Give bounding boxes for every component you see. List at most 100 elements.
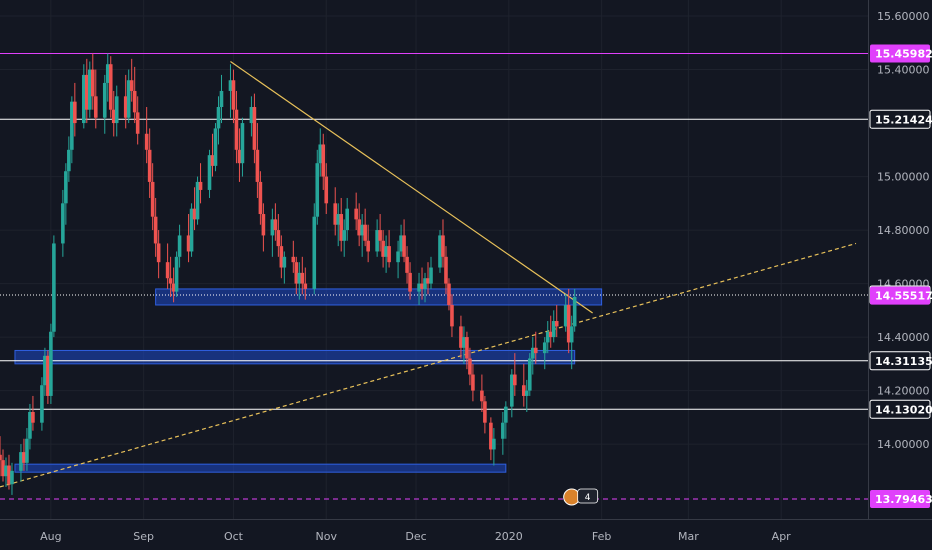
x-tick-label: Nov xyxy=(316,530,338,543)
candle-body xyxy=(345,208,349,231)
candle-body xyxy=(49,331,53,396)
candle-body xyxy=(441,235,445,257)
candle-body xyxy=(294,262,299,284)
y-tick-label: 15.00000 xyxy=(877,171,930,184)
candle-body xyxy=(408,272,412,292)
time-axis[interactable]: Aug Sep Oct Nov Dec 2020 Feb Mar Apr xyxy=(40,530,791,543)
x-tick-label: Aug xyxy=(40,530,61,543)
candle-body xyxy=(31,411,35,423)
candle-body xyxy=(417,283,421,292)
candle-body xyxy=(420,283,424,289)
candle-body xyxy=(25,438,29,463)
candle-body xyxy=(105,64,110,83)
candle-body xyxy=(177,235,182,257)
candle-body xyxy=(210,155,215,166)
candle-body xyxy=(300,272,305,284)
candle-body xyxy=(545,331,550,343)
candle-body xyxy=(43,355,47,386)
candle-body xyxy=(492,438,496,450)
candle-body xyxy=(114,96,119,124)
candle-body xyxy=(501,422,505,439)
candle-body xyxy=(52,243,56,332)
level-badge xyxy=(869,351,931,371)
level-label: 14.55517 xyxy=(875,290,932,303)
candle-body xyxy=(459,326,463,348)
candle-body xyxy=(530,347,535,359)
candle-body xyxy=(273,219,278,231)
candle-body xyxy=(450,304,454,327)
candle-body xyxy=(551,321,556,338)
candle-body xyxy=(384,246,388,257)
candle-body xyxy=(270,219,275,236)
candle-body xyxy=(381,240,385,257)
x-tick-label: Oct xyxy=(224,530,244,543)
candle-body xyxy=(252,107,257,150)
candle-body xyxy=(321,144,326,177)
candle-body xyxy=(429,267,433,284)
y-tick-label: 14.80000 xyxy=(877,224,930,237)
trendline xyxy=(0,242,857,488)
candle-body xyxy=(336,214,341,225)
candle-body xyxy=(510,374,514,407)
y-tick-label: 14.20000 xyxy=(877,385,930,398)
candle-body xyxy=(231,80,236,110)
candle-body xyxy=(396,251,400,263)
level-label: 14.13020 xyxy=(875,403,932,416)
level-label: 15.21424 xyxy=(875,113,932,126)
candle-body xyxy=(542,342,547,354)
candle-body xyxy=(569,326,574,343)
candle-body xyxy=(186,235,191,252)
x-tick-label: Sep xyxy=(133,530,154,543)
level-label: 14.31135 xyxy=(875,355,932,368)
candle-body xyxy=(324,176,329,204)
candle-body xyxy=(357,219,361,236)
candle-body xyxy=(402,235,406,257)
level-badge xyxy=(870,286,930,305)
candle-body xyxy=(28,411,32,439)
candle-body xyxy=(465,337,469,359)
candle-body xyxy=(548,331,553,338)
candle-body xyxy=(363,224,367,241)
candle-body xyxy=(123,96,128,118)
candle-body xyxy=(282,256,287,268)
candle-body xyxy=(279,246,284,268)
candle-body xyxy=(192,208,197,220)
price-axis[interactable]: 15.6000015.4000015.0000014.8000014.60000… xyxy=(869,10,932,509)
candle-body xyxy=(4,465,8,477)
support-zone xyxy=(14,463,507,473)
candle-body xyxy=(387,246,391,263)
candles xyxy=(0,53,577,495)
candle-body xyxy=(297,272,302,284)
candle-body xyxy=(360,224,364,236)
level-badge xyxy=(870,490,930,509)
candle-body xyxy=(255,149,260,182)
support-zone xyxy=(14,349,576,365)
candle-body xyxy=(554,321,559,327)
candle-body xyxy=(90,69,95,97)
candle-body xyxy=(156,243,161,263)
candle-body xyxy=(342,230,347,241)
candle-body xyxy=(462,337,466,348)
candle-body xyxy=(483,401,487,423)
x-tick-label: Mar xyxy=(678,530,699,543)
candle-body xyxy=(291,256,296,263)
candle-body xyxy=(315,163,320,217)
x-tick-label: Feb xyxy=(592,530,611,543)
candle-body xyxy=(153,216,158,244)
candle-body xyxy=(234,109,239,150)
candle-body xyxy=(399,235,403,252)
candle-body xyxy=(126,80,131,118)
level-label: 13.79463 xyxy=(875,493,932,506)
candle-body xyxy=(73,101,77,124)
candle-body xyxy=(61,203,65,244)
y-tick-label: 15.40000 xyxy=(877,64,930,77)
candle-body xyxy=(566,304,571,343)
candle-body xyxy=(10,470,14,485)
candle-body xyxy=(85,74,89,110)
candle-body xyxy=(7,465,11,485)
candle-body xyxy=(87,69,92,110)
candle-body xyxy=(405,256,409,273)
candle-body xyxy=(189,208,194,252)
candle-body xyxy=(249,107,254,124)
